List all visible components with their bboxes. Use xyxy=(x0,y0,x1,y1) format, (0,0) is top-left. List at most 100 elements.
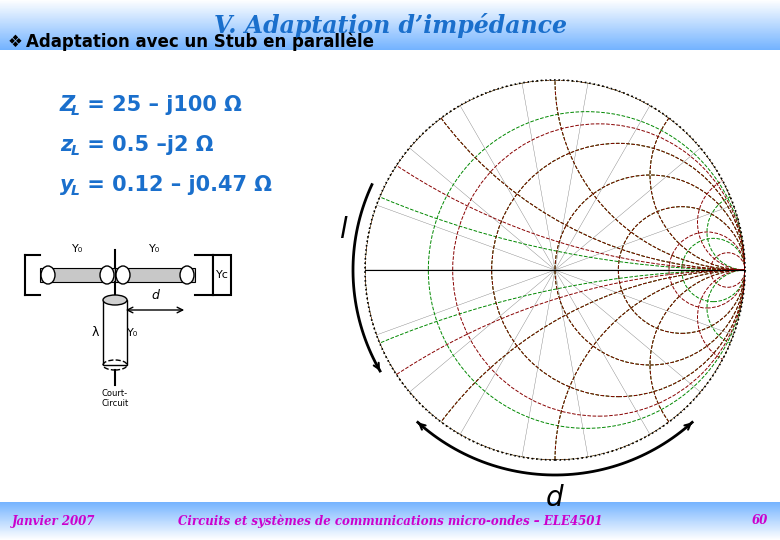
Text: z: z xyxy=(60,135,72,155)
Bar xyxy=(0,502,780,503)
Bar xyxy=(0,509,780,510)
Bar xyxy=(0,515,780,516)
Bar xyxy=(0,16,780,17)
Text: Y₀: Y₀ xyxy=(150,244,161,254)
Bar xyxy=(0,12,780,13)
Bar xyxy=(0,28,780,29)
Bar xyxy=(0,502,780,503)
Bar xyxy=(0,24,780,25)
Bar xyxy=(0,38,780,39)
Bar xyxy=(0,31,780,32)
Bar xyxy=(0,516,780,517)
Bar xyxy=(0,8,780,9)
Bar xyxy=(0,538,780,539)
Bar xyxy=(213,255,231,295)
Bar xyxy=(0,533,780,534)
Bar xyxy=(0,531,780,532)
Text: V. Adaptation d’impédance: V. Adaptation d’impédance xyxy=(214,12,566,37)
Text: = 25 – j100 Ω: = 25 – j100 Ω xyxy=(80,95,242,115)
Bar xyxy=(0,536,780,537)
Bar xyxy=(0,508,780,509)
Bar xyxy=(0,9,780,10)
Bar xyxy=(0,537,780,538)
Bar xyxy=(0,511,780,512)
Bar xyxy=(0,534,780,535)
Bar xyxy=(0,39,780,40)
Text: L: L xyxy=(71,184,80,198)
Bar xyxy=(0,6,780,7)
Bar xyxy=(0,508,780,509)
Bar xyxy=(0,525,780,526)
Text: = 0.5 –j2 Ω: = 0.5 –j2 Ω xyxy=(80,135,214,155)
Bar xyxy=(0,539,780,540)
Bar xyxy=(0,17,780,18)
Bar xyxy=(0,23,780,24)
Bar xyxy=(0,24,780,25)
Bar xyxy=(0,31,780,32)
Bar xyxy=(0,46,780,48)
Bar xyxy=(0,40,780,42)
Text: l: l xyxy=(339,216,347,244)
Text: L: L xyxy=(71,144,80,158)
Bar xyxy=(0,502,780,503)
Ellipse shape xyxy=(180,266,194,284)
Bar xyxy=(0,513,780,514)
Bar xyxy=(0,524,780,525)
Text: Circuits et systèmes de communications micro-ondes – ELE4501: Circuits et systèmes de communications m… xyxy=(178,514,602,528)
Ellipse shape xyxy=(41,266,55,284)
Bar xyxy=(0,22,780,23)
Bar xyxy=(0,520,780,521)
Bar xyxy=(0,505,780,506)
Bar xyxy=(0,43,780,44)
Bar xyxy=(0,20,780,21)
Bar xyxy=(0,18,780,19)
Bar xyxy=(0,503,780,504)
Text: Y₀: Y₀ xyxy=(72,244,83,254)
Bar xyxy=(0,517,780,518)
Bar xyxy=(0,19,780,21)
Bar xyxy=(0,537,780,538)
Circle shape xyxy=(365,80,745,460)
Bar xyxy=(0,507,780,508)
Text: = 0.12 – j0.47 Ω: = 0.12 – j0.47 Ω xyxy=(80,175,272,195)
Bar xyxy=(0,519,780,521)
Bar xyxy=(0,32,780,33)
Bar xyxy=(0,19,780,20)
Bar xyxy=(0,524,780,525)
Bar xyxy=(0,4,780,5)
Bar xyxy=(0,0,780,1)
Bar xyxy=(0,21,780,22)
Bar xyxy=(0,528,780,529)
Bar xyxy=(0,538,780,539)
Bar xyxy=(0,530,780,531)
Bar xyxy=(0,28,780,29)
Bar xyxy=(0,15,780,16)
Bar xyxy=(0,29,780,30)
Bar xyxy=(0,38,780,39)
Bar xyxy=(0,10,780,11)
Bar xyxy=(0,518,780,519)
Bar xyxy=(0,14,780,15)
Bar xyxy=(0,527,780,528)
Bar xyxy=(0,48,780,49)
Bar xyxy=(0,522,780,523)
Bar xyxy=(0,22,780,23)
Bar xyxy=(0,534,780,535)
Bar xyxy=(0,14,780,15)
Ellipse shape xyxy=(116,266,130,284)
Bar xyxy=(0,8,780,9)
Bar xyxy=(0,510,780,511)
Bar xyxy=(0,3,780,4)
Bar xyxy=(0,15,780,16)
Bar xyxy=(0,505,780,507)
Bar xyxy=(0,532,780,534)
Bar xyxy=(103,300,127,365)
Bar xyxy=(0,526,780,528)
Bar xyxy=(0,49,780,50)
Text: L: L xyxy=(71,104,80,118)
Bar xyxy=(0,535,780,536)
Bar xyxy=(0,522,780,523)
Bar xyxy=(0,504,780,505)
Bar xyxy=(0,36,780,37)
Text: d: d xyxy=(546,484,564,512)
